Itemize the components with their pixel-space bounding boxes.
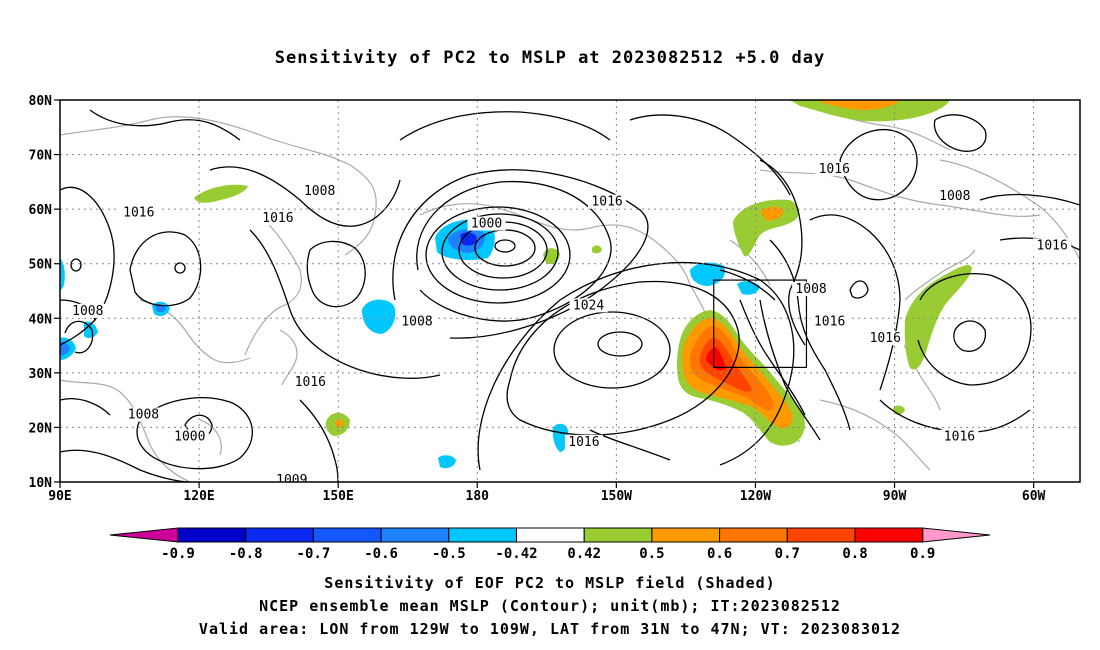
colorbar-under-arrow	[109, 527, 179, 543]
contour-label-bg	[467, 216, 506, 231]
contour-label: 1016	[870, 331, 901, 346]
valid-area-box	[713, 279, 808, 369]
lon-tick-label: 90E	[48, 489, 71, 504]
contour-label: 1016	[814, 315, 845, 330]
lat-tick-label: 30N	[29, 367, 53, 382]
colorbar-swatch	[448, 527, 517, 543]
contour-label: 1008	[72, 304, 103, 319]
contour-label-bg	[1033, 238, 1072, 253]
contour-label: 1000	[174, 429, 205, 444]
contour-label-bg	[119, 205, 158, 220]
colorbar-swatch	[583, 527, 653, 543]
contour-label-bg	[815, 161, 854, 176]
map-area: 1016 1008 1008 1000 1009 1008 1016 1016 1008 1000…	[59, 99, 1081, 488]
caption-contour: NCEP ensemble mean MSLP (Contour); unit(…	[259, 597, 841, 615]
contour-label: 1016	[591, 195, 622, 210]
contour-label-bg	[569, 298, 608, 313]
contour-label-bg	[170, 429, 209, 444]
contour-label-bg	[258, 211, 297, 226]
lat-tick-label: 50N	[29, 258, 53, 273]
contour-labels: 1016 1008 1008 1000 1009 1008 1016 1016 1008 1000…	[68, 161, 1072, 488]
contour-label-bg	[398, 314, 436, 329]
contour-label-bg	[291, 374, 330, 389]
lon-tick-label: 120E	[183, 489, 214, 504]
colorbar-swatch	[786, 527, 856, 543]
colorbar-label: -0.7	[297, 546, 331, 562]
caption-shading: Sensitivity of EOF PC2 to MSLP field (Sh…	[324, 574, 776, 592]
map-title: Sensitivity of PC2 to MSLP at 2023082512…	[274, 48, 826, 68]
contour-label-bg	[124, 407, 163, 422]
lat-tick-label: 80N	[29, 94, 53, 109]
contour-label: 1008	[795, 282, 826, 297]
colorbar-label: -0.42	[495, 546, 537, 562]
contour-label: 1016	[1037, 238, 1068, 253]
lon-tick-labels: 90E 120E 150E 180 150W 120W 90W 60W	[48, 482, 1046, 504]
contour-label: 1008	[304, 184, 335, 199]
colorbar-swatch	[380, 527, 450, 543]
colorbar-swatch	[719, 527, 788, 543]
lat-tick-label: 40N	[29, 312, 53, 327]
colorbar-label: 0.42	[567, 546, 601, 562]
mslp-contours	[60, 109, 1080, 482]
lon-tick-label: 120W	[740, 489, 771, 504]
contour-label-bg	[940, 429, 979, 444]
caption-valid-area: Valid area: LON from 129W to 109W, LAT f…	[198, 620, 902, 638]
contour-label-bg	[935, 189, 974, 204]
contour-label-bg	[792, 282, 831, 296]
contour-label: 1008	[128, 408, 159, 423]
contour-label: 1016	[262, 211, 293, 226]
contour-label: 1000	[471, 217, 502, 232]
colorbar-label: -0.6	[364, 546, 398, 562]
lon-tick-label: 150W	[601, 489, 632, 504]
lon-tick-label: 60W	[1022, 489, 1046, 504]
colorbar-swatch	[312, 527, 382, 543]
grid-lines	[60, 100, 1080, 482]
lon-tick-label: 150E	[323, 489, 354, 504]
contour-label-bg	[588, 194, 627, 209]
colorbar-swatch	[245, 527, 314, 543]
contour-label: 1016	[295, 375, 326, 390]
colorbar-swatch	[651, 527, 721, 543]
colorbar-label: -0.5	[432, 546, 466, 562]
lon-tick-label: 90W	[883, 489, 907, 504]
contour-label: 1016	[819, 162, 850, 177]
contour-label-bg	[68, 303, 107, 318]
colorbar-label: -0.9	[161, 546, 195, 562]
lat-tick-label: 70N	[29, 149, 53, 164]
contour-label: 1009	[276, 473, 307, 488]
contour-label: 1008	[401, 315, 432, 330]
colorbar: -0.9 -0.8 -0.7 -0.6 -0.5 -0.42 0.42 0.5 0.6 0.7 0.…	[109, 527, 991, 562]
colorbar-swatch	[177, 527, 247, 543]
colorbar-label: 0.5	[639, 546, 664, 562]
colorbar-label: 0.8	[842, 546, 867, 562]
contour-label: 1016	[123, 206, 154, 221]
colorbar-swatch	[854, 527, 924, 543]
contour-label-bg	[300, 183, 339, 198]
contour-label: 1024	[573, 298, 604, 313]
contour-label-bg	[272, 473, 311, 482]
lat-tick-label: 60N	[29, 203, 53, 218]
colorbar-label: 0.7	[775, 546, 800, 562]
colorbar-label: -0.8	[229, 546, 263, 562]
contour-label-bg	[866, 331, 905, 346]
lat-tick-label: 20N	[29, 421, 53, 436]
contour-label-bg	[810, 314, 849, 329]
colorbar-label: 0.9	[910, 546, 935, 562]
contour-label: 1016	[568, 435, 599, 450]
contour-label: 1008	[939, 189, 970, 204]
lon-tick-label: 180	[466, 489, 490, 504]
contour-label: 1016	[944, 429, 975, 444]
colorbar-swatch	[516, 527, 585, 543]
contour-label-bg	[564, 434, 603, 449]
lat-tick-labels: 80N 70N 60N 50N 40N 30N 20N 10N	[29, 94, 60, 491]
lat-tick-label: 10N	[29, 476, 53, 491]
colorbar-over-arrow	[922, 527, 991, 543]
colorbar-label: 0.6	[707, 546, 732, 562]
